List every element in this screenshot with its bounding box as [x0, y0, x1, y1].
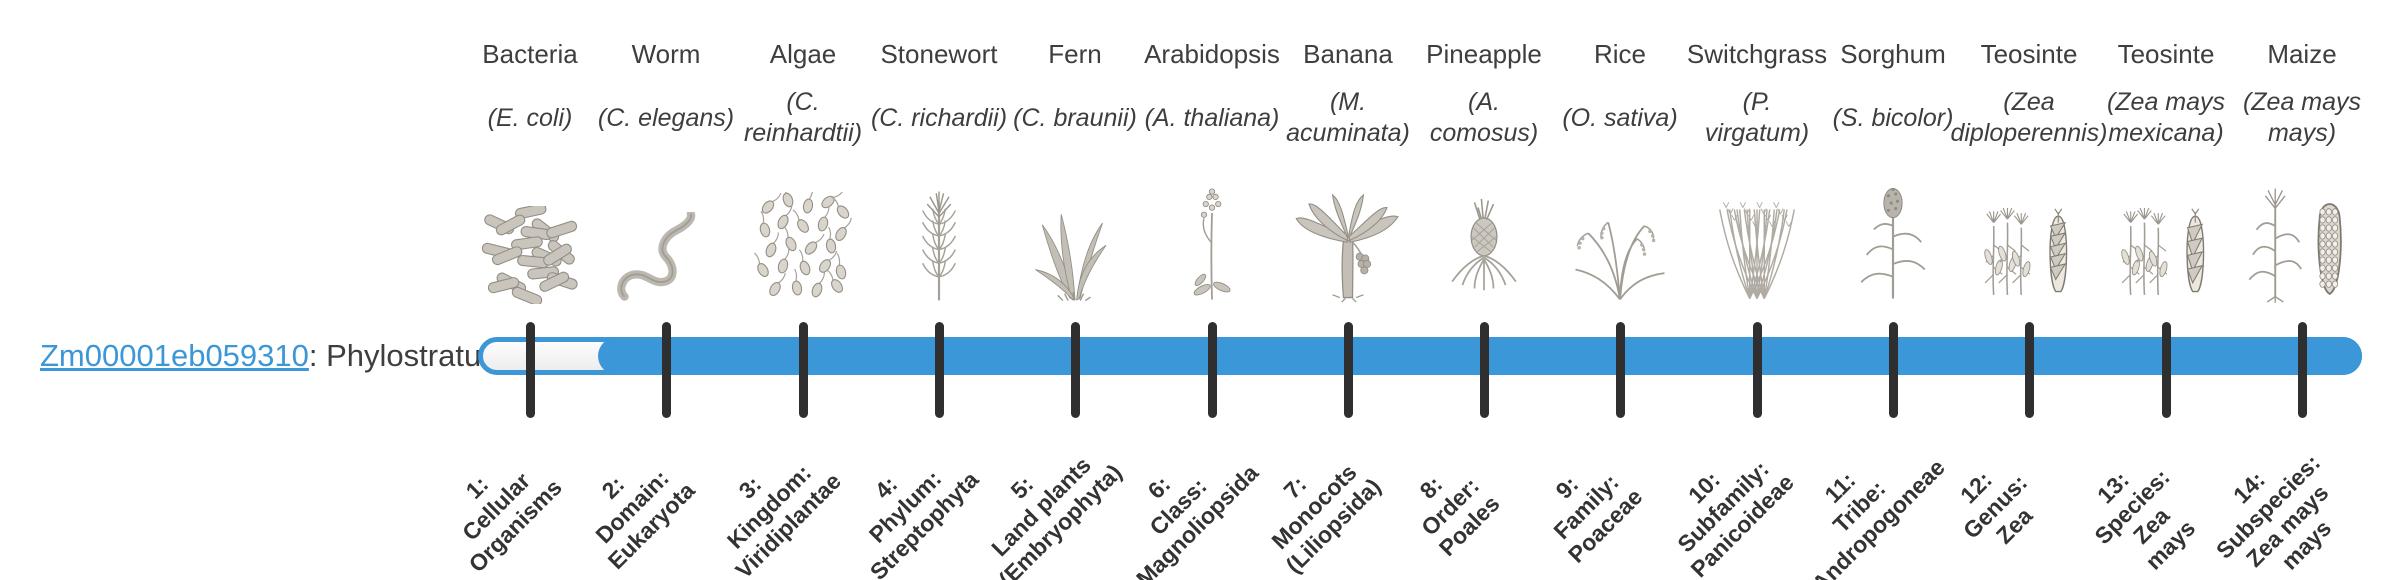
organism-name: Sorghum: [1840, 39, 1946, 69]
banana-icon: [1248, 166, 1448, 304]
bacteria-icon: [430, 166, 630, 304]
organism-name: Pineapple: [1426, 39, 1542, 69]
phylostratum-tick: [1343, 322, 1353, 418]
organism-species: (C. elegans): [597, 103, 735, 132]
pineapple-icon: [1384, 166, 1584, 304]
phylostratum-tick: [661, 322, 671, 418]
arabidopsis-icon: [1112, 166, 1312, 304]
organism-species: (C. braunii): [1013, 103, 1137, 132]
organism-name: Algae: [769, 39, 837, 69]
organism-species: (M. acuminata): [1286, 88, 1410, 147]
organism-name: Banana: [1303, 39, 1393, 69]
gene-link[interactable]: Zm00001eb059310: [40, 338, 309, 373]
organism-name: Arabidopsis: [1144, 39, 1280, 69]
gene-label: Zm00001eb059310: Phylostratum 2: [40, 338, 533, 374]
phylostratum-tick: [798, 322, 808, 418]
stonewort-icon: [839, 166, 1039, 304]
organism-column: Sorghum (S. bicolor): [1793, 38, 1993, 304]
organism-column: Switchgrass (P. virgatum): [1657, 38, 1857, 304]
organism-name: Bacteria: [482, 39, 578, 69]
organism-species: (Zea diploperennis): [1950, 88, 2108, 147]
algae-icon: [703, 166, 903, 304]
organism-species: (Zea mays mexicana): [2106, 88, 2226, 147]
phylostratum-tick: [934, 322, 944, 418]
organism-species: (S. bicolor): [1832, 103, 1954, 132]
organism-species: (C. richardii): [870, 103, 1008, 132]
organism-name: Maize: [2267, 39, 2337, 69]
organism-column: Maize (Zea mays mays): [2202, 38, 2400, 304]
phylostratum-tick: [1752, 322, 1762, 418]
organism-column: Fern (C. braunii): [975, 38, 1175, 304]
switchgrass-icon: [1657, 166, 1857, 304]
sorghum-icon: [1793, 166, 1993, 304]
organism-species: (A. comosus): [1429, 88, 1539, 147]
organism-species: (O. sativa): [1562, 103, 1678, 132]
organism-species: (A. thaliana): [1144, 103, 1280, 132]
organism-column: Banana (M. acuminata): [1248, 38, 1448, 304]
fern-icon: [975, 166, 1175, 304]
teosinte-mexicana-icon: [2066, 166, 2266, 304]
organism-column: Bacteria (E. coli): [430, 38, 630, 304]
phylostratum-tick: [1207, 322, 1217, 418]
organism-name: Teosinte: [2117, 39, 2215, 69]
organism-species: (C. reinhardtii): [743, 88, 863, 147]
phylostratum-tick: [1479, 322, 1489, 418]
phylostratum-tick: [525, 322, 535, 418]
organism-column: Worm (C. elegans): [566, 38, 766, 304]
organism-species: (E. coli): [487, 103, 573, 132]
rice-icon: [1520, 166, 1720, 304]
phylostratum-tick: [2297, 322, 2307, 418]
organism-species: (Zea mays mays): [2242, 88, 2362, 147]
phylostratum-tick: [2161, 322, 2171, 418]
organism-column: Teosinte (Zea diploperennis): [1929, 38, 2129, 304]
organism-name: Teosinte: [1980, 39, 2078, 69]
organism-name: Rice: [1593, 39, 1646, 69]
organism-name: Switchgrass: [1686, 39, 1828, 69]
organism-column: Pineapple (A. comosus): [1384, 38, 1584, 304]
phylostratum-tick: [2024, 322, 2034, 418]
organism-name: Stonewort: [880, 39, 998, 69]
organism-column: Teosinte (Zea mays mexicana): [2066, 38, 2266, 304]
teosinte-diploperennis-icon: [1929, 166, 2129, 304]
phylostratum-tick: [1070, 322, 1080, 418]
organism-column: Stonewort (C. richardii): [839, 38, 1039, 304]
worm-icon: [566, 166, 766, 304]
organism-column: Rice (O. sativa): [1520, 38, 1720, 304]
organism-column: Algae (C. reinhardtii): [703, 38, 903, 304]
organism-species: (P. virgatum): [1704, 88, 1810, 147]
organism-column: Arabidopsis (A. thaliana): [1112, 38, 1312, 304]
organism-name: Fern: [1048, 39, 1102, 69]
maize-icon: [2202, 166, 2400, 304]
phylostratum-tick: [1888, 322, 1898, 418]
phylostratum-tick: [1615, 322, 1625, 418]
organism-name: Worm: [631, 39, 701, 69]
